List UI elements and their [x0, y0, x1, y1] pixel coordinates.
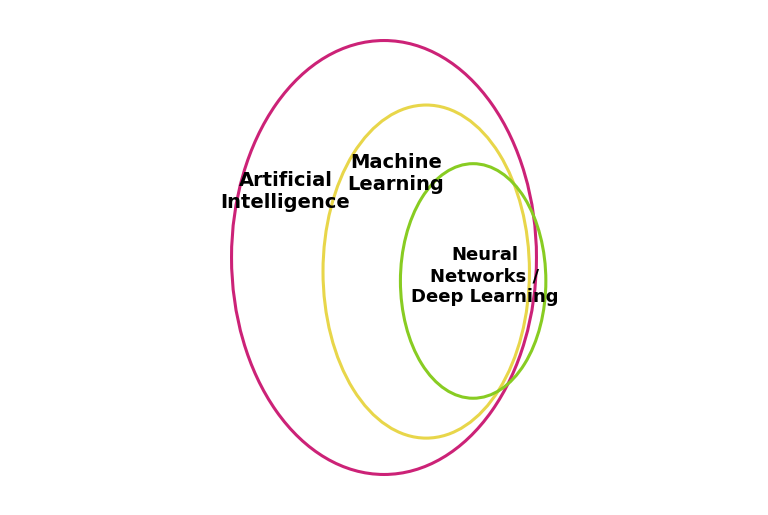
Text: Machine
Learning: Machine Learning: [347, 152, 444, 194]
Text: Artificial
Intelligence: Artificial Intelligence: [220, 171, 350, 212]
Text: Neural
Networks /
Deep Learning: Neural Networks / Deep Learning: [411, 247, 558, 306]
